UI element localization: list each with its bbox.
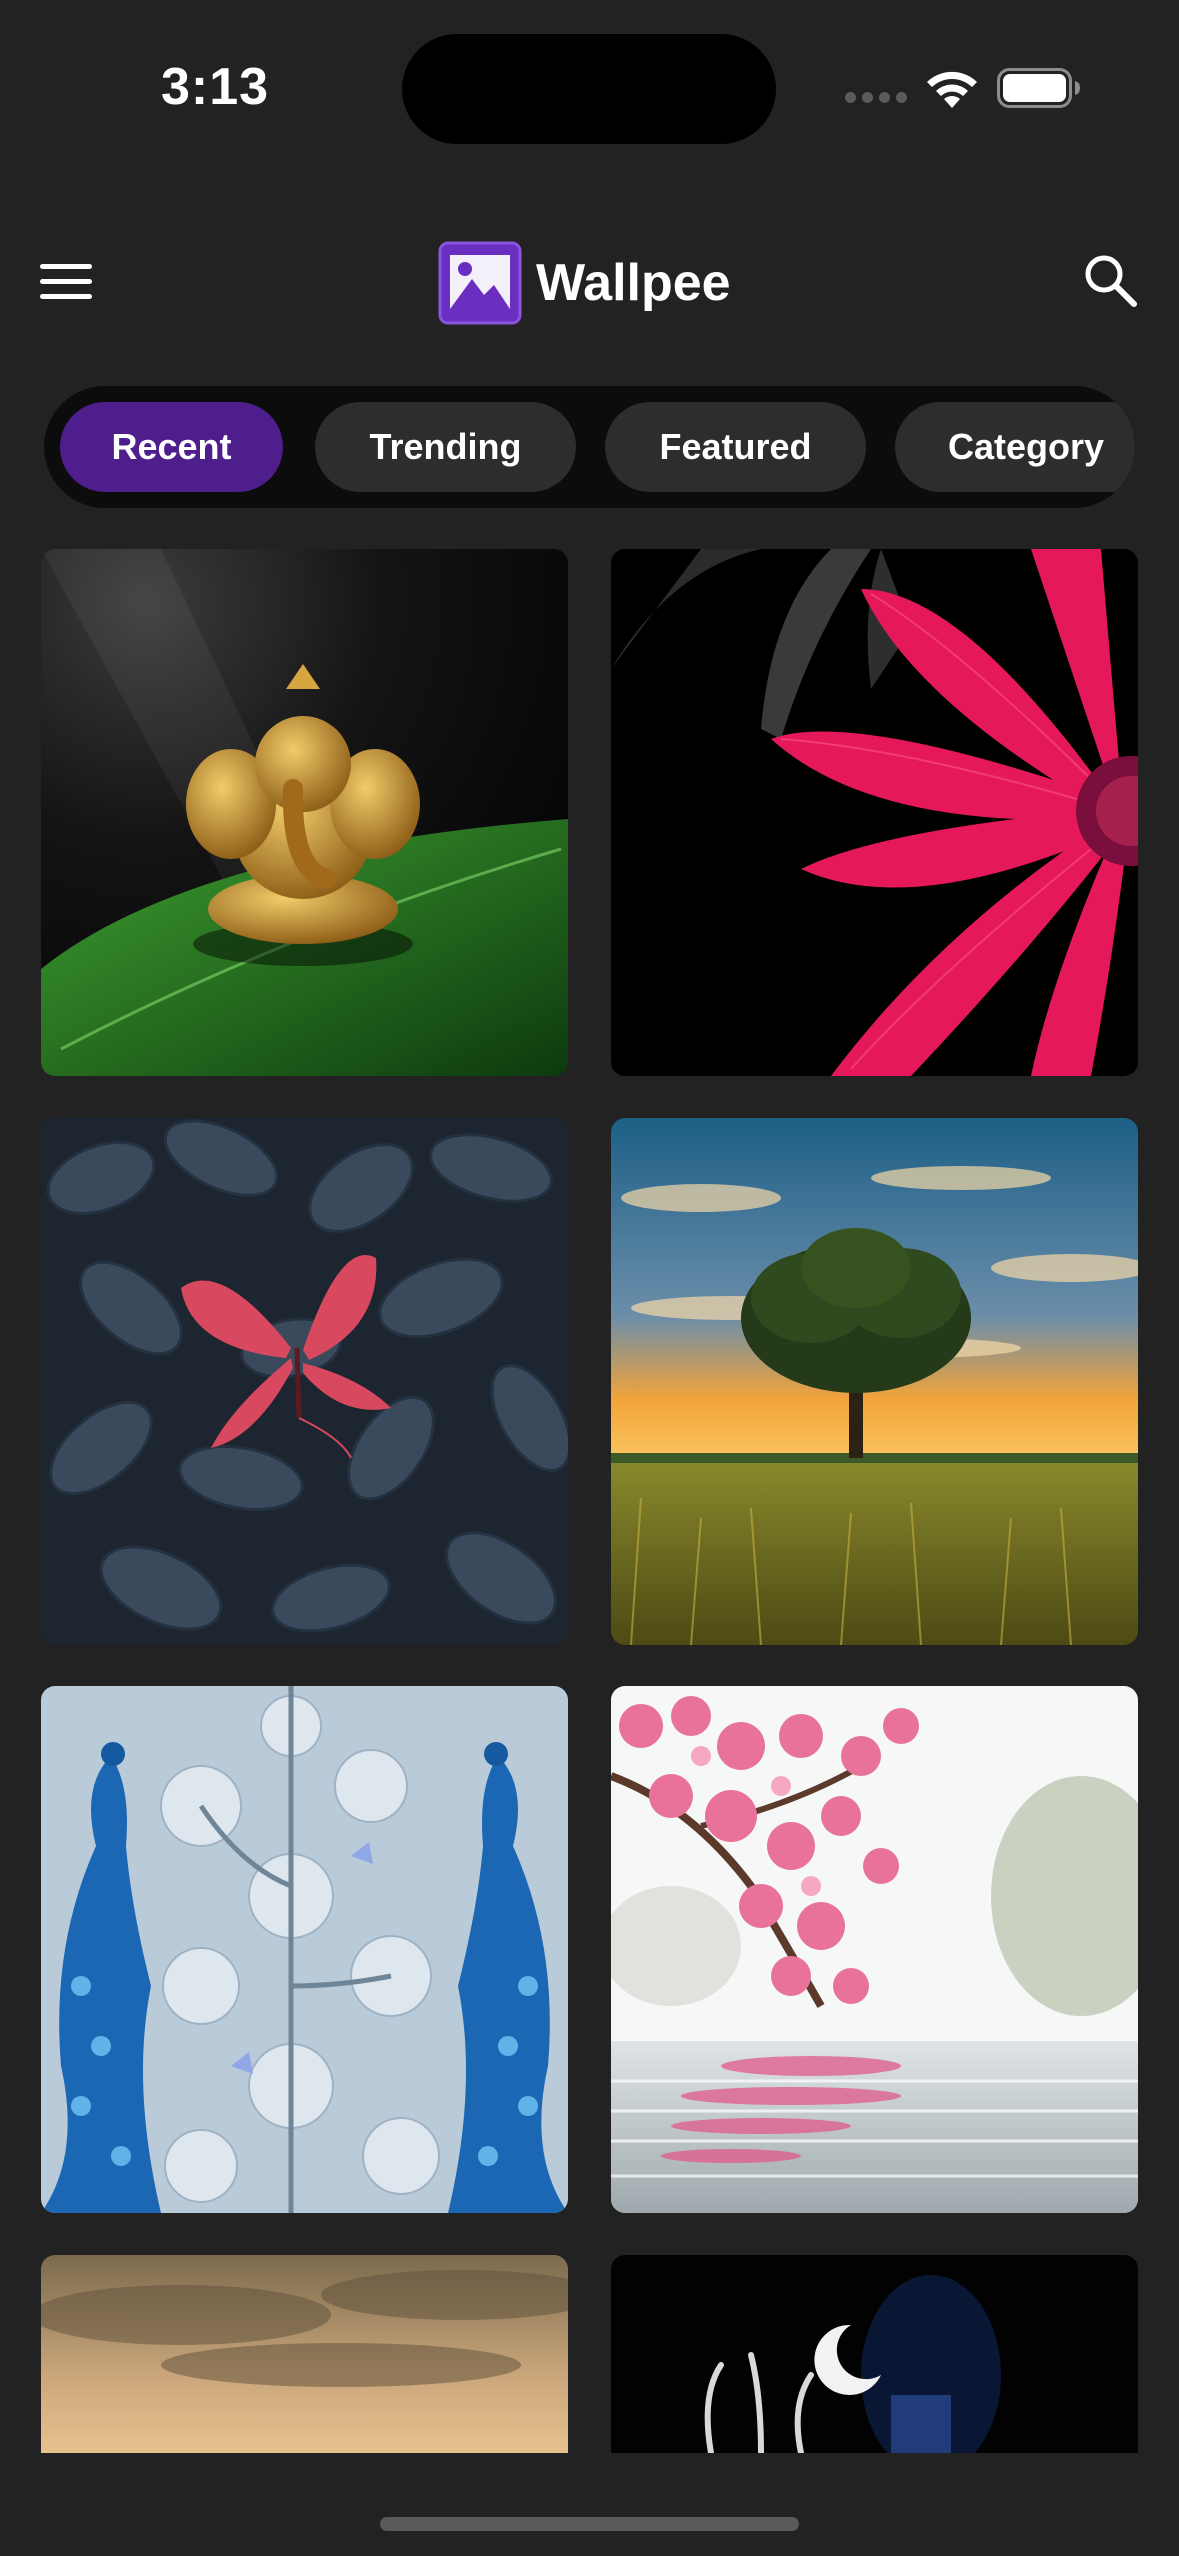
cellular-signal-icon	[845, 92, 907, 106]
wallpaper-tile[interactable]	[41, 1118, 568, 1645]
wallpaper-tile[interactable]	[41, 1686, 568, 2213]
status-time: 3:13	[160, 58, 270, 116]
tab-category[interactable]: Category	[895, 402, 1135, 492]
dynamic-island	[402, 34, 776, 144]
app-name: Wallpee	[536, 254, 731, 312]
app-brand: Wallpee	[438, 240, 731, 326]
battery-icon	[997, 68, 1080, 108]
wallpaper-tile[interactable]	[611, 1118, 1138, 1645]
tab-featured[interactable]: Featured	[605, 402, 866, 492]
wallpaper-tile[interactable]	[611, 549, 1138, 1076]
category-tabs: Recent Trending Featured Category	[44, 386, 1135, 508]
tab-trending[interactable]: Trending	[315, 402, 576, 492]
wallpaper-tile[interactable]	[41, 549, 568, 1076]
hamburger-menu-icon[interactable]	[40, 262, 94, 302]
wifi-icon	[927, 71, 977, 108]
wallpaper-tile[interactable]	[41, 2255, 568, 2453]
search-icon[interactable]	[1082, 252, 1138, 308]
home-indicator[interactable]	[380, 2517, 799, 2531]
image-logo-icon	[438, 241, 522, 325]
tab-recent[interactable]: Recent	[60, 402, 283, 492]
wallpaper-tile[interactable]	[611, 1686, 1138, 2213]
wallpaper-tile[interactable]	[611, 2255, 1138, 2453]
